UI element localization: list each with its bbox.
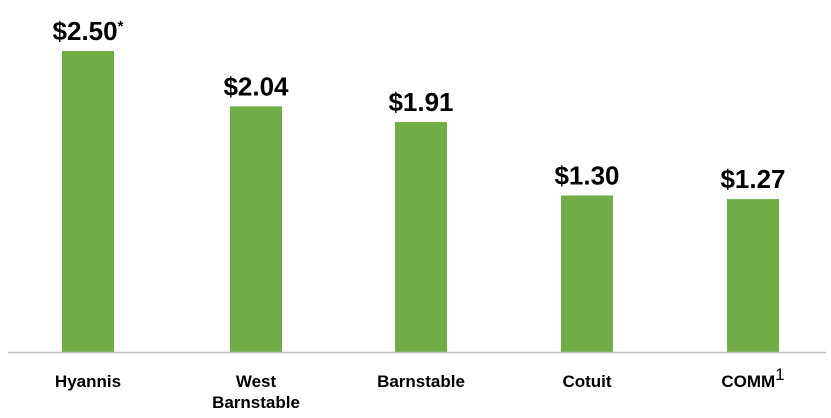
bar-comm <box>727 199 779 352</box>
bar-value-label: $2.04 <box>223 71 289 101</box>
x-tick-label: Cotuit <box>562 372 611 391</box>
value-labels-group: $2.50* $2.04 $1.91 $1.30 $1.27 <box>53 16 786 194</box>
bars-group <box>62 51 779 352</box>
bar-cotuit <box>561 195 613 352</box>
footnote-marker: 1 <box>775 365 784 384</box>
x-tick-label: Hyannis <box>55 372 121 391</box>
bar-barnstable <box>395 122 447 352</box>
x-tick-label: COMM1 <box>721 365 784 391</box>
bar-value-label: $1.27 <box>720 164 785 194</box>
x-tick-label: Barnstable <box>212 393 300 412</box>
bar-hyannis <box>62 51 114 352</box>
x-tick-label: Barnstable <box>377 372 465 391</box>
bar-value-label: $1.91 <box>388 87 453 117</box>
footnote-marker: * <box>118 18 124 35</box>
bar-value-label: $1.30 <box>554 160 619 190</box>
bar-value-label: $2.50* <box>53 16 124 46</box>
bar-west-barnstable <box>230 106 282 352</box>
x-tick-label: West <box>236 372 277 391</box>
category-labels-group: Hyannis West Barnstable Barnstable Cotuit COM… <box>55 365 785 412</box>
